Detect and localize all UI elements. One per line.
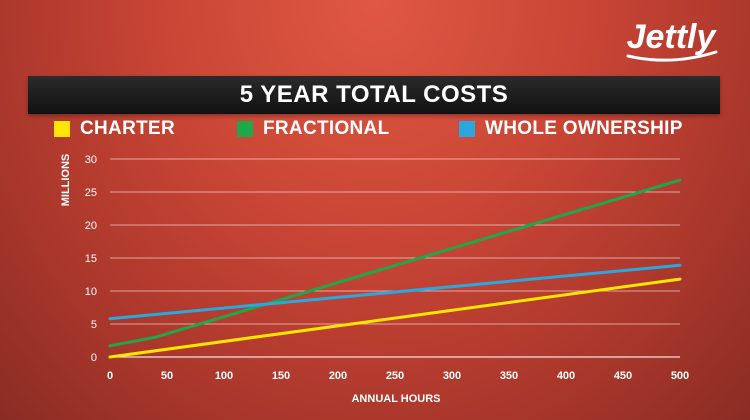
y-tick-label: 30 <box>85 154 97 166</box>
x-tick-label: 0 <box>107 370 113 382</box>
y-tick-label: 10 <box>85 286 97 298</box>
chart-legend: CHARTER FRACTIONAL WHOLE OWNERSHIP <box>0 118 750 146</box>
x-axis-label: ANNUAL HOURS <box>351 393 440 405</box>
x-tick-label: 300 <box>443 370 461 382</box>
legend-item-whole-ownership: WHOLE OWNERSHIP <box>459 118 683 140</box>
chart-title: 5 YEAR TOTAL COSTS <box>28 76 720 114</box>
legend-swatch-charter <box>54 121 70 137</box>
y-tick-label: 15 <box>85 253 97 265</box>
series-line-whole-ownership <box>108 263 682 321</box>
legend-label-fractional: FRACTIONAL <box>263 118 390 139</box>
x-tick-label: 450 <box>614 370 632 382</box>
jettly-logo: Jettly <box>616 10 726 65</box>
legend-swatch-whole-ownership <box>459 121 475 137</box>
y-tick-label: 25 <box>85 187 97 199</box>
x-tick-label: 400 <box>557 370 575 382</box>
x-tick-label: 50 <box>161 370 173 382</box>
legend-item-charter: CHARTER <box>54 118 175 140</box>
y-axis-label: MILLIONS <box>60 154 72 207</box>
x-tick-label: 150 <box>272 370 290 382</box>
x-tick-label: 350 <box>500 370 518 382</box>
svg-text:Jettly: Jettly <box>627 18 718 56</box>
x-tick-label: 200 <box>329 370 347 382</box>
legend-swatch-fractional <box>237 121 253 137</box>
legend-item-fractional: FRACTIONAL <box>237 118 389 140</box>
legend-label-whole-ownership: WHOLE OWNERSHIP <box>485 118 683 139</box>
x-tick-label: 500 <box>671 370 689 382</box>
series-line-fractional <box>108 178 682 348</box>
y-tick-label: 0 <box>91 352 97 364</box>
x-tick-label: 250 <box>386 370 404 382</box>
legend-label-charter: CHARTER <box>80 118 175 139</box>
series-line-charter <box>108 277 682 359</box>
x-tick-label: 100 <box>215 370 233 382</box>
y-tick-label: 5 <box>91 319 97 331</box>
y-tick-label: 20 <box>85 220 97 232</box>
